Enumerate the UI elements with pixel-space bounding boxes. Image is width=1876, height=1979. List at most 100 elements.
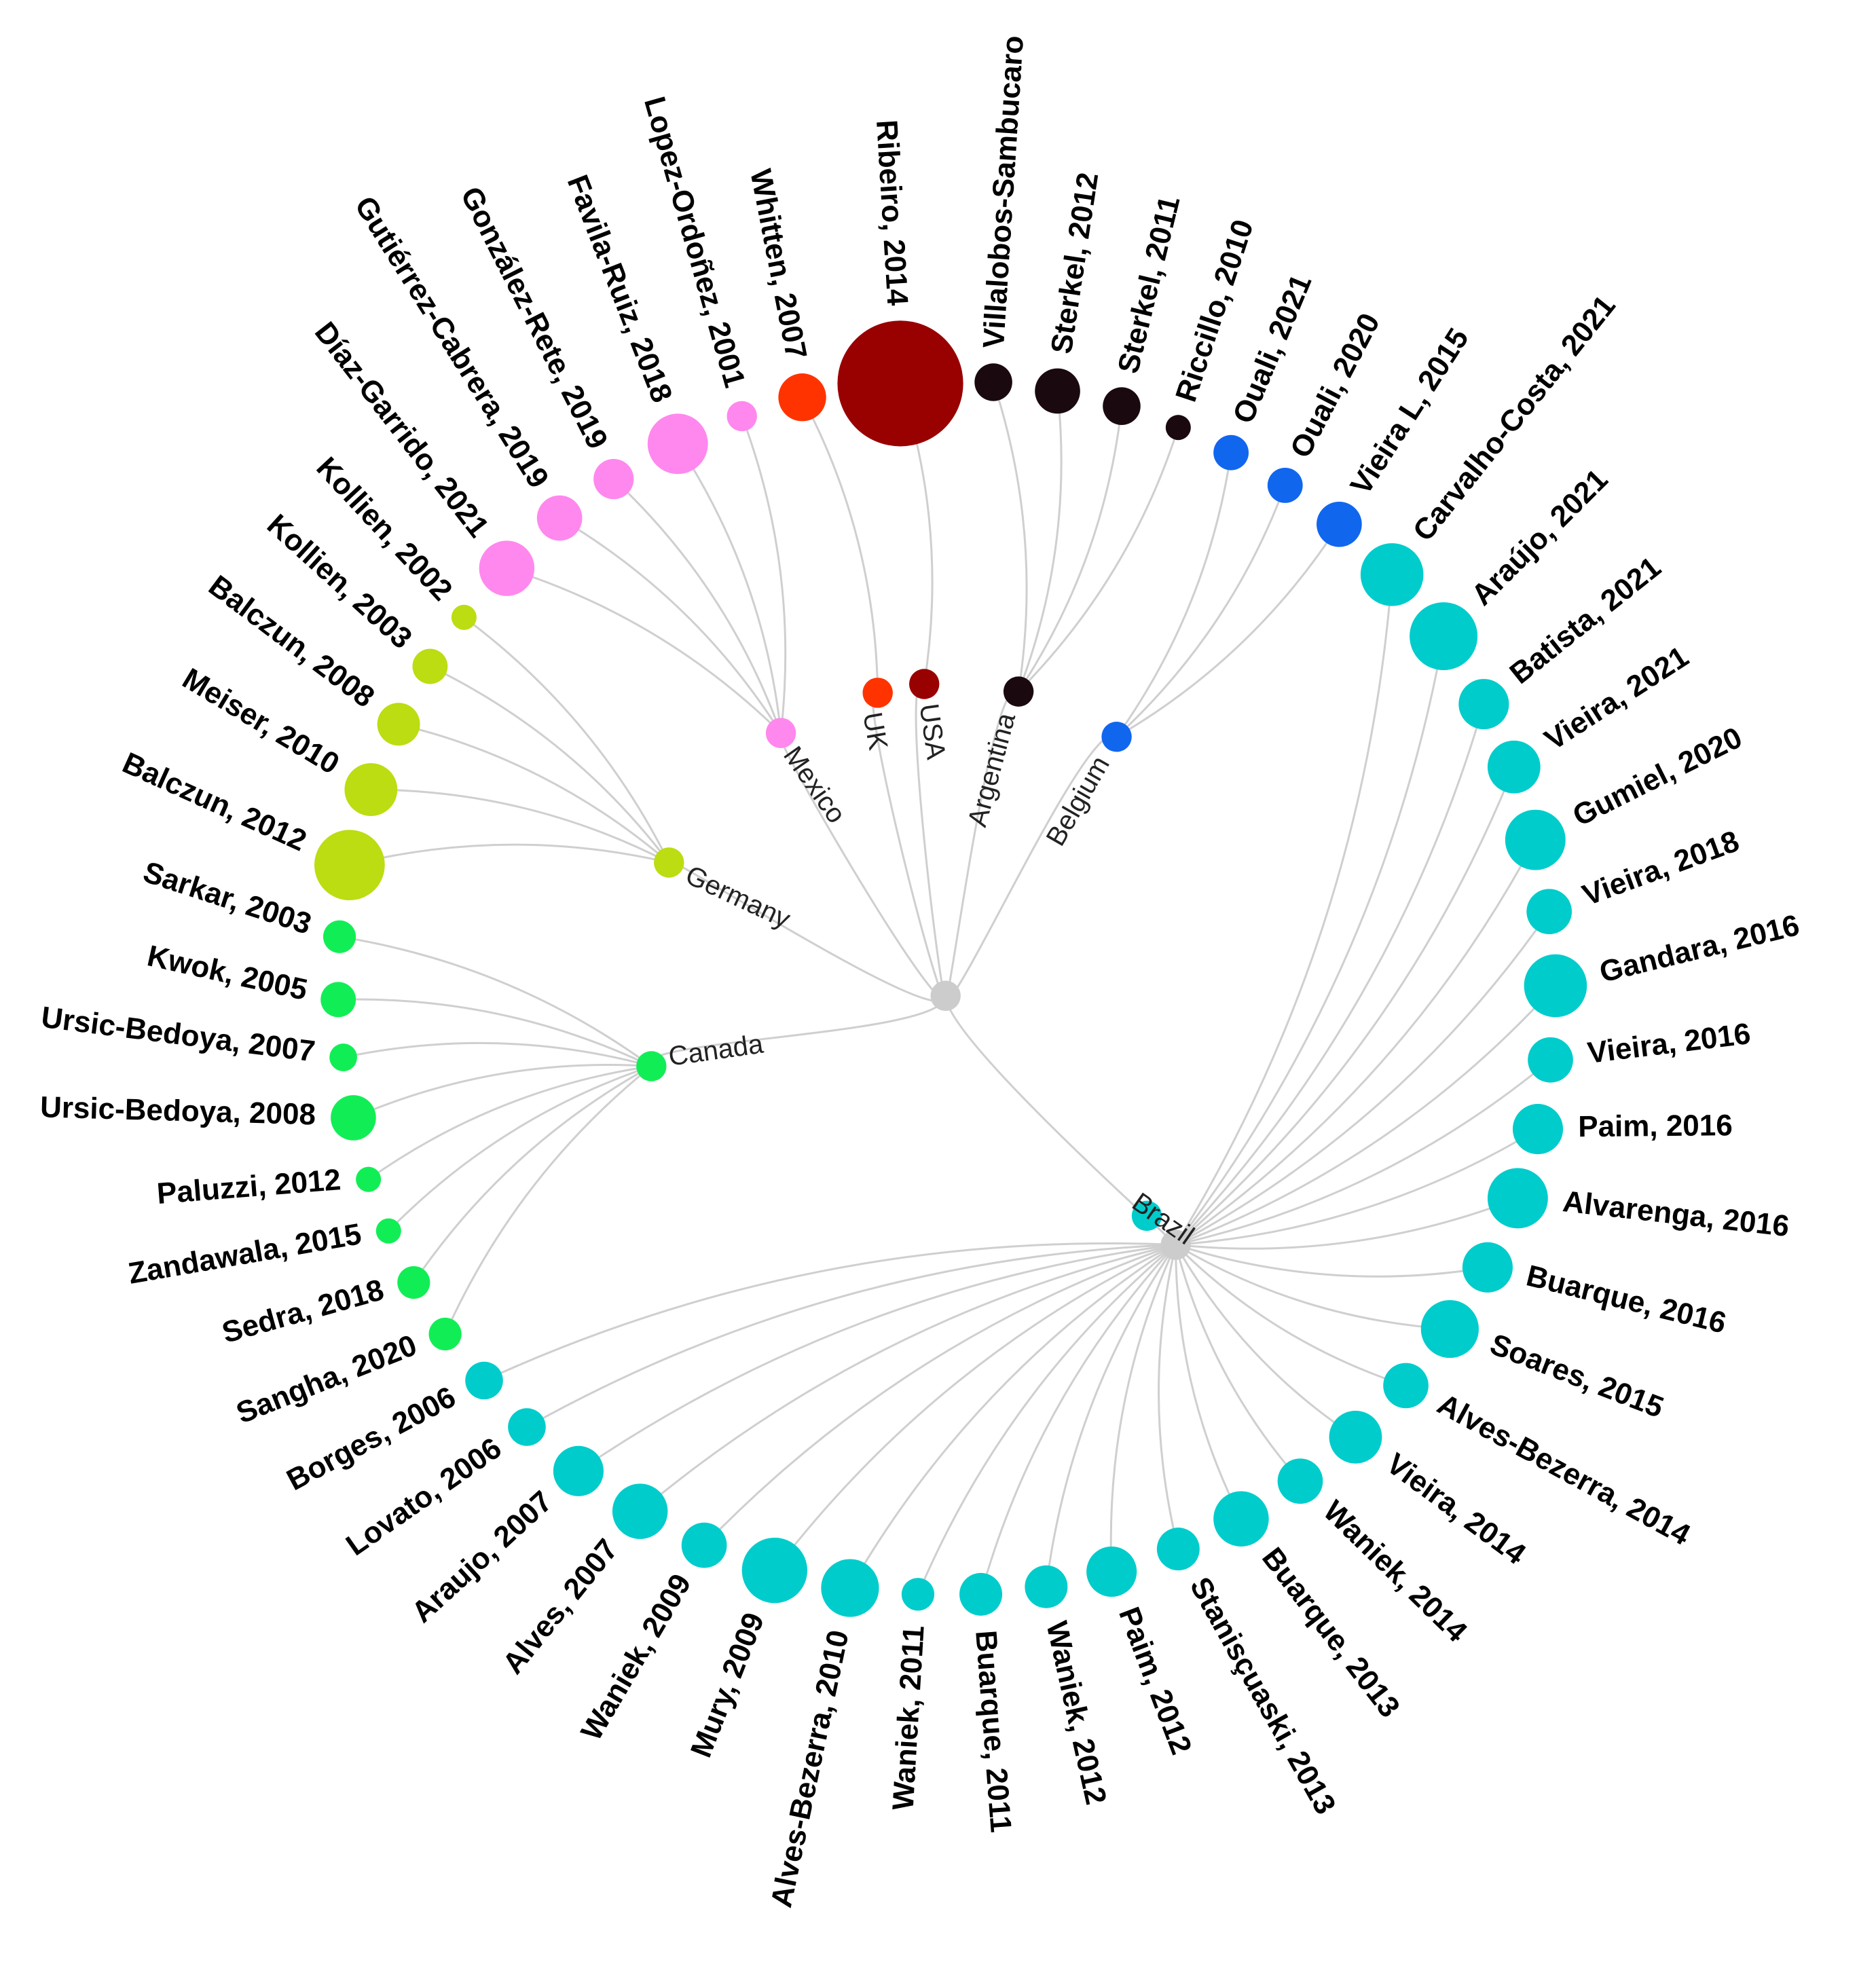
- study-node: [1524, 954, 1587, 1018]
- study-node: [612, 1483, 668, 1539]
- study-node: [1505, 809, 1566, 870]
- study-node: [647, 413, 708, 475]
- study-node: [397, 1265, 430, 1299]
- tree-link: [639, 1244, 1176, 1513]
- study-node: [1420, 1299, 1479, 1358]
- tree-link: [917, 1244, 1177, 1595]
- tree-link: [980, 1244, 1177, 1595]
- study-label: Vieira, 2016: [1585, 1017, 1752, 1070]
- study-node: [1086, 1546, 1137, 1597]
- country-label-canada: Canada: [667, 1029, 766, 1072]
- study-label: Waniek, 2011: [887, 1625, 931, 1811]
- study-label: Sarkar, 2003: [139, 855, 315, 941]
- tree-link: [343, 1041, 652, 1067]
- study-label: Paim, 2016: [1578, 1109, 1733, 1143]
- study-node: [329, 1043, 357, 1071]
- tree-link: [1175, 910, 1550, 1246]
- tree-link: [388, 1065, 652, 1232]
- study-label: Buarque, 2011: [969, 1629, 1018, 1834]
- study-node: [1383, 1363, 1429, 1409]
- tree-link: [1175, 1244, 1357, 1439]
- tree-link: [1175, 839, 1537, 1246]
- study-node: [593, 458, 634, 500]
- tree-link: [1175, 766, 1515, 1246]
- study-node: [1025, 1565, 1068, 1608]
- tree-link: [1175, 1244, 1302, 1482]
- study-label: Ursic-Bedoya, 2007: [39, 1001, 317, 1069]
- tree-link: [429, 665, 670, 864]
- tree-links: [338, 382, 1557, 1595]
- study-label: Ursic-Bedoya, 2008: [39, 1090, 316, 1131]
- study-label: Zandawala, 2015: [126, 1217, 364, 1291]
- tree-link: [371, 788, 669, 864]
- study-label: Mury, 2009: [684, 1608, 771, 1762]
- tree-link: [1175, 574, 1393, 1246]
- study-node: [1462, 1242, 1513, 1293]
- study-label: Gumiel, 2020: [1568, 721, 1748, 833]
- study-label: Alves-Bezerra, 2010: [765, 1627, 856, 1910]
- study-node: [901, 1578, 935, 1611]
- country-label-germany: Germany: [681, 860, 795, 934]
- tree-link: [413, 1065, 652, 1283]
- study-node: [1329, 1410, 1382, 1464]
- brazil-hub-node: [1160, 1229, 1191, 1260]
- tree-link: [578, 1243, 1176, 1473]
- tree-link: [1017, 406, 1123, 692]
- tree-link: [367, 1065, 652, 1181]
- tree-link: [398, 723, 670, 864]
- study-label: Balczun, 2012: [117, 746, 311, 857]
- study-node: [344, 763, 398, 816]
- study-label: Paluzzi, 2012: [155, 1163, 342, 1210]
- tree-link: [703, 1244, 1177, 1547]
- tree-link: [483, 1242, 1176, 1382]
- tree-link: [1116, 485, 1287, 738]
- tree-link: [338, 998, 652, 1067]
- study-label: Buarque, 2016: [1523, 1259, 1729, 1339]
- study-node: [1360, 543, 1424, 606]
- study-node: [331, 1095, 376, 1141]
- tree-link: [1109, 1244, 1177, 1572]
- study-label: Gandara, 2016: [1596, 908, 1803, 989]
- study-label: Sterkel, 2011: [1111, 193, 1186, 377]
- study-node: [1156, 1528, 1200, 1571]
- study-label: Waniek, 2012: [1040, 1619, 1112, 1808]
- tree-link: [849, 1244, 1177, 1589]
- tree-link: [1175, 1244, 1243, 1519]
- country-node-germany: [654, 847, 684, 878]
- study-label: Ouali, 2021: [1226, 270, 1318, 428]
- tree-link: [1175, 984, 1557, 1246]
- study-label: Whitten, 2007: [743, 166, 813, 362]
- study-node: [377, 703, 420, 746]
- root-node: [930, 980, 961, 1012]
- country-node-mexico: [765, 718, 796, 748]
- study-label: Waniek, 2009: [574, 1568, 697, 1746]
- study-label: Vieira, 2014: [1380, 1447, 1532, 1571]
- tree-link: [1116, 452, 1232, 738]
- study-node: [1277, 1458, 1323, 1504]
- country-label-argentina: Argentina: [962, 709, 1021, 830]
- study-node: [741, 1537, 807, 1604]
- study-node: [356, 1166, 382, 1192]
- study-node: [1512, 1104, 1564, 1155]
- tree-link: [1175, 1244, 1407, 1387]
- study-node: [959, 1572, 1003, 1616]
- country-label-belgium: Belgium: [1041, 751, 1116, 851]
- study-node: [465, 1361, 503, 1400]
- study-node: [323, 920, 356, 953]
- study-node: [536, 495, 583, 541]
- tree-link: [676, 443, 782, 733]
- tree-link: [801, 396, 879, 693]
- study-label: Villalobos-Sambucaro: [977, 35, 1030, 349]
- study-label: Sterkel, 2012: [1045, 170, 1105, 356]
- study-node: [428, 1317, 462, 1351]
- study-node: [681, 1522, 727, 1568]
- study-label: Kwok, 2005: [144, 939, 310, 1007]
- study-node: [837, 320, 963, 447]
- study-label: Araújo, 2021: [1465, 463, 1615, 612]
- tree-link: [463, 616, 670, 864]
- country-label-uk: UK: [857, 710, 893, 753]
- study-node: [479, 540, 535, 596]
- study-label: Ribeiro, 2014: [870, 119, 914, 307]
- study-node: [974, 363, 1012, 401]
